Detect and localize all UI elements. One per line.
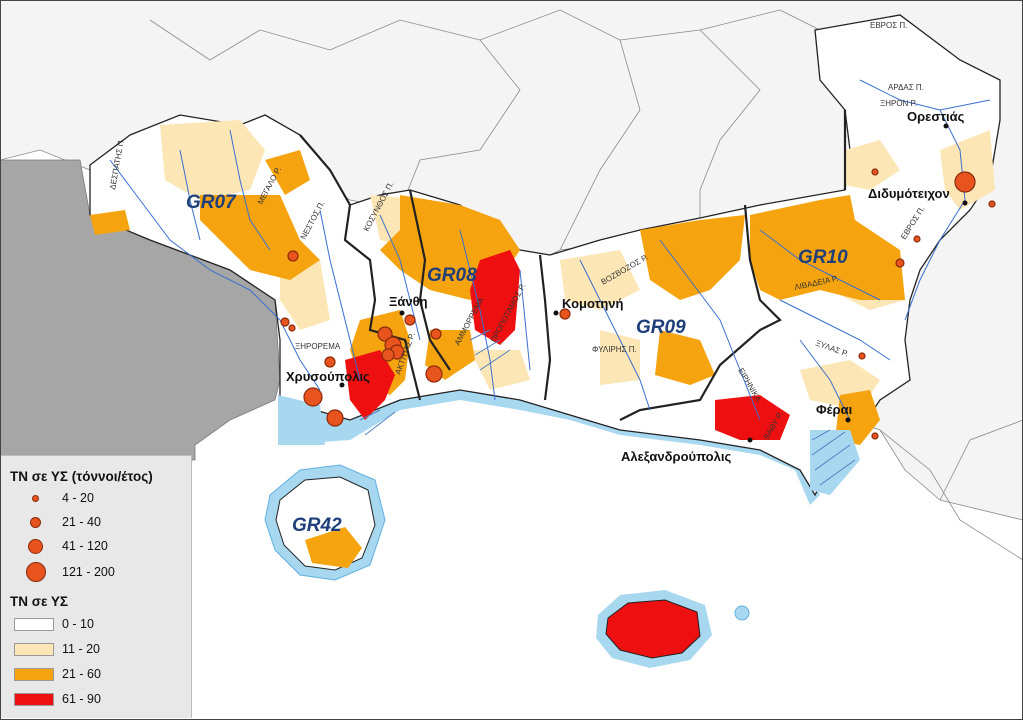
legend-area-label: 0 - 10 (62, 617, 94, 631)
legend-point-label: 41 - 120 (62, 539, 108, 553)
legend-swatch (14, 618, 54, 631)
region-code-gr10: GR10 (798, 247, 848, 268)
rivers (109, 79, 991, 421)
legend-point-row: 21 - 40 (1, 513, 191, 533)
legend-area-row: 0 - 10 (1, 615, 191, 635)
legend-point-symbol (28, 539, 43, 554)
legend-points-title: ΤΝ σε ΥΣ (τόννοι/έτος) (10, 469, 153, 484)
river-label-xirorema: ΞΗΡΟΡΕΜΑ (295, 342, 341, 351)
legend-point-symbol (32, 495, 39, 502)
legend-point-row: 41 - 120 (1, 537, 191, 557)
town-dots (339, 123, 968, 443)
region-code-gr07: GR07 (186, 192, 237, 213)
legend-swatch (14, 643, 54, 656)
town-label-xanthi: Ξάνθη (389, 294, 428, 309)
samothraki-land (605, 599, 701, 659)
legend-point-label: 121 - 200 (62, 565, 115, 579)
region-code-gr08: GR08 (427, 265, 477, 286)
legend-swatch (14, 668, 54, 681)
river-label-fyliris: ΦΥΛΙΡΗΣ Π. (592, 345, 637, 354)
legend-area-title: ΤΝ σε ΥΣ (10, 594, 69, 609)
legend-point-symbol (30, 517, 41, 528)
legend-point-symbol (26, 562, 46, 582)
town-label-komotini: Κομοτηνή (562, 296, 624, 311)
legend-area-label: 61 - 90 (62, 692, 101, 706)
legend-point-label: 21 - 40 (62, 515, 101, 529)
legend-point-label: 4 - 20 (62, 491, 94, 505)
region-code-gr09: GR09 (636, 317, 686, 338)
legend-area-row: 61 - 90 (1, 690, 191, 710)
country-borders (149, 9, 1023, 561)
town-label-orestias: Ορεστιάς (907, 109, 965, 124)
legend-point-row: 121 - 200 (1, 562, 191, 582)
legend-area-label: 21 - 60 (62, 667, 101, 681)
river-label-evros-north: ΕΒΡΟΣ Π. (870, 21, 907, 30)
region-code-labels: GR07 GR08 GR09 GR10 GR42 (186, 192, 848, 536)
legend-area-row: 11 - 20 (1, 640, 191, 660)
hatched-areas (359, 329, 856, 486)
region-code-gr42: GR42 (292, 515, 342, 536)
thasos-orange (305, 527, 362, 568)
river-label-ardas: ΑΡΔΑΣ Π. (888, 83, 924, 92)
legend-point-row: 4 - 20 (1, 489, 191, 509)
town-labels: Ορεστιάς Διδυμότειχον Ξάνθη Κομοτηνή Χρυ… (286, 109, 965, 464)
town-label-alexandroupoli: Αλεξανδρούπολις (621, 449, 731, 464)
point-symbols (280, 168, 996, 440)
legend-swatch (14, 693, 54, 706)
river-label-xiron: ΞΗΡΟΝ Ρ. (880, 99, 917, 108)
legend-area-label: 11 - 20 (62, 642, 100, 656)
legend-area-row: 21 - 60 (1, 665, 191, 685)
town-label-chrysoupoli: Χρυσούπολις (286, 369, 370, 384)
legend: ΤΝ σε ΥΣ (τόννοι/έτος) 4 - 20 21 - 40 41… (1, 455, 192, 718)
town-label-feres: Φέραι (816, 402, 853, 417)
town-label-didymoteicho: Διδυμότειχον (868, 186, 950, 201)
islet (734, 605, 750, 621)
